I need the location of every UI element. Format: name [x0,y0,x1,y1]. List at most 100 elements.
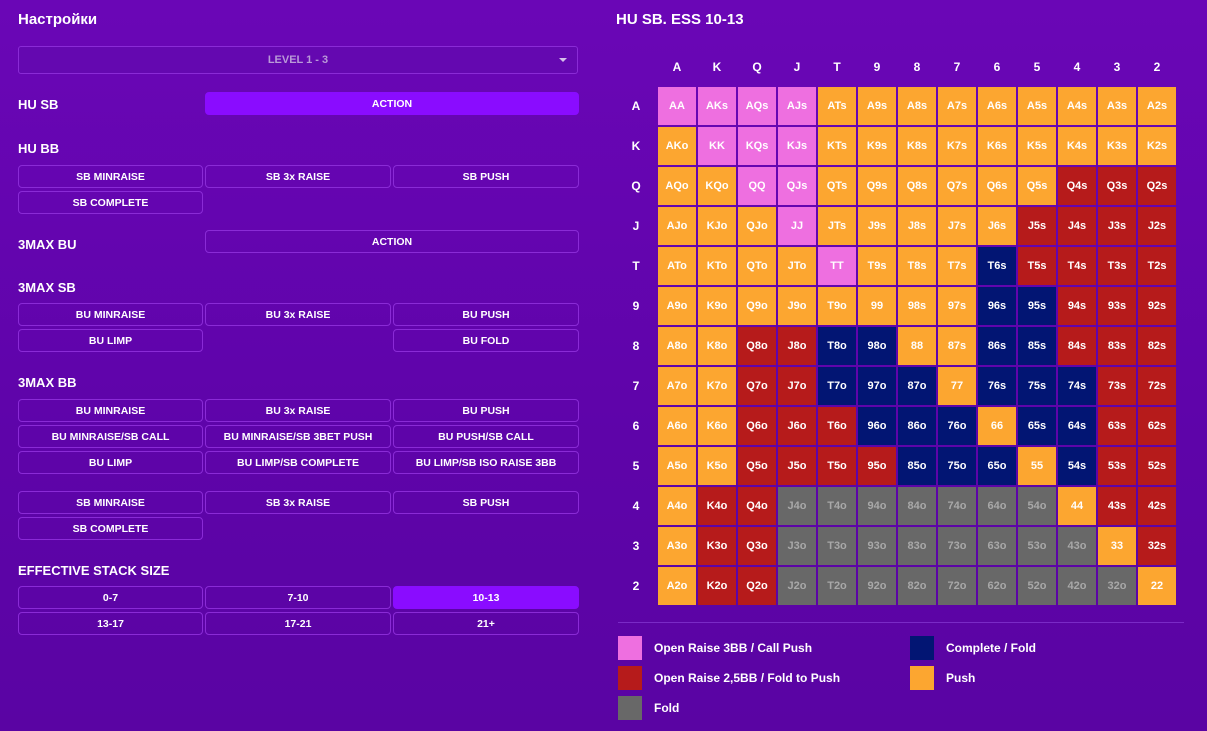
hand-cell-87o: 87o [898,367,936,405]
hu-sb-label: HU SB [18,97,59,112]
3max-bb-bu-minraise-sb-call-button[interactable]: BU MINRAISE/SB CALL [18,425,203,448]
hand-cell-T5s: T5s [1018,247,1056,285]
legend-swatch [910,636,934,660]
hand-cell-44: 44 [1058,487,1096,525]
hand-cell-J6o: J6o [778,407,816,445]
hu-bb-sb-complete-button[interactable]: SB COMPLETE [18,191,203,214]
row-header-A: A [631,99,641,113]
hand-cell-J7s: J7s [938,207,976,245]
hand-cell-74o: 74o [938,487,976,525]
3max-bb-bu-limp-sb-iso-raise-button[interactable]: BU LIMP/SB ISO RAISE 3BB [393,451,579,474]
3max-bb-sb-3x-raise-button[interactable]: SB 3x RAISE [205,491,391,514]
hand-cell-85s: 85s [1018,327,1056,365]
hand-cell-65o: 65o [978,447,1016,485]
3max-sb-bu-push-button[interactable]: BU PUSH [393,303,579,326]
col-header-9: 9 [873,60,881,74]
hand-cell-85o: 85o [898,447,936,485]
col-header-T: T [833,60,841,74]
hand-cell-Q3o: Q3o [738,527,776,565]
hand-cell-AJs: AJs [778,87,816,125]
hand-cell-AQo: AQo [658,167,696,205]
hand-cell-75o: 75o [938,447,976,485]
hand-cell-K5s: K5s [1018,127,1056,165]
hand-cell-62o: 62o [978,567,1016,605]
3max-bb-bu-minraise-sb-3bet-push-button[interactable]: BU MINRAISE/SB 3BET PUSH [205,425,391,448]
3max-bb-bu-push-sb-call-button[interactable]: BU PUSH/SB CALL [393,425,579,448]
hu-bb-sb-push-button[interactable]: SB PUSH [393,165,579,188]
hand-cell-J3o: J3o [778,527,816,565]
hand-cell-J5o: J5o [778,447,816,485]
stack-option-13-17[interactable]: 13-17 [18,612,203,635]
hand-cell-J2o: J2o [778,567,816,605]
hand-cell-A7o: A7o [658,367,696,405]
3max-sb-bu-minraise-button[interactable]: BU MINRAISE [18,303,203,326]
hand-cell-66: 66 [978,407,1016,445]
stack-option-17-21[interactable]: 17-21 [205,612,391,635]
hand-cell-J5s: J5s [1018,207,1056,245]
3max-bb-sb-push-button[interactable]: SB PUSH [393,491,579,514]
hand-cell-T9s: T9s [858,247,896,285]
hand-cell-K5o: K5o [698,447,736,485]
hand-cell-94s: 94s [1058,287,1096,325]
hand-cell-54o: 54o [1018,487,1056,525]
hand-cell-22: 22 [1138,567,1176,605]
3max-bb-bu-limp-sb-complete-button[interactable]: BU LIMP/SB COMPLETE [205,451,391,474]
hand-cell-T2o: T2o [818,567,856,605]
hand-cell-JTs: JTs [818,207,856,245]
legend-swatch [618,696,642,720]
hand-cell-97s: 97s [938,287,976,325]
hand-cell-55: 55 [1018,447,1056,485]
hand-cell-K7o: K7o [698,367,736,405]
level-select[interactable]: LEVEL 1 - 3 [18,46,578,74]
hand-cell-82s: 82s [1138,327,1176,365]
hand-cell-J8o: J8o [778,327,816,365]
hand-cell-AJo: AJo [658,207,696,245]
row-header-4: 4 [632,499,640,513]
row-header-6: 6 [632,419,640,433]
settings-panel: Настройки LEVEL 1 - 3 HU SB ACTION HU BB… [0,0,600,731]
hand-cell-64o: 64o [978,487,1016,525]
hu-bb-sb-3x-raise-button[interactable]: SB 3x RAISE [205,165,391,188]
hand-cell-74s: 74s [1058,367,1096,405]
3max-bb-sb-minraise-button[interactable]: SB MINRAISE [18,491,203,514]
3max-sb-bu-fold-button[interactable]: BU FOLD [393,329,579,352]
hand-cell-A4o: A4o [658,487,696,525]
3max-bb-bu-minraise-button[interactable]: BU MINRAISE [18,399,203,422]
3max-sb-bu-limp-button[interactable]: BU LIMP [18,329,203,352]
hand-cell-A5o: A5o [658,447,696,485]
hand-cell-93o: 93o [858,527,896,565]
hand-cell-J8s: J8s [898,207,936,245]
3max-sb-bu-3x-raise-button[interactable]: BU 3x RAISE [205,303,391,326]
hand-cell-63o: 63o [978,527,1016,565]
hand-cell-77: 77 [938,367,976,405]
hand-cell-Q4o: Q4o [738,487,776,525]
row-header-7: 7 [632,379,640,393]
hand-cell-86o: 86o [898,407,936,445]
3max-bb-sb-complete-button[interactable]: SB COMPLETE [18,517,203,540]
hu-sb-action-button[interactable]: ACTION [205,92,579,115]
hand-cell-A9o: A9o [658,287,696,325]
3max-bb-bu-3x-raise-button[interactable]: BU 3x RAISE [205,399,391,422]
legend-item: Complete / Fold [910,636,1036,660]
3max-bu-action-button[interactable]: ACTION [205,230,579,253]
hand-cell-QTs: QTs [818,167,856,205]
stack-option-7-10[interactable]: 7-10 [205,586,391,609]
hand-cell-T8s: T8s [898,247,936,285]
hu-bb-sb-minraise-button[interactable]: SB MINRAISE [18,165,203,188]
hand-cell-53o: 53o [1018,527,1056,565]
hand-cell-94o: 94o [858,487,896,525]
row-header-Q: Q [631,179,641,193]
stack-option-10-13[interactable]: 10-13 [393,586,579,609]
hand-cell-T4o: T4o [818,487,856,525]
hand-cell-84s: 84s [1058,327,1096,365]
stack-option-0-7[interactable]: 0-7 [18,586,203,609]
hand-cell-98s: 98s [898,287,936,325]
3max-bb-bu-push-button[interactable]: BU PUSH [393,399,579,422]
hand-cell-J7o: J7o [778,367,816,405]
row-header-T: T [632,259,640,273]
legend-swatch [618,636,642,660]
hand-cell-K2o: K2o [698,567,736,605]
3max-bb-bu-limp-button[interactable]: BU LIMP [18,451,203,474]
stack-option-21-plus[interactable]: 21+ [393,612,579,635]
hand-cell-98o: 98o [858,327,896,365]
